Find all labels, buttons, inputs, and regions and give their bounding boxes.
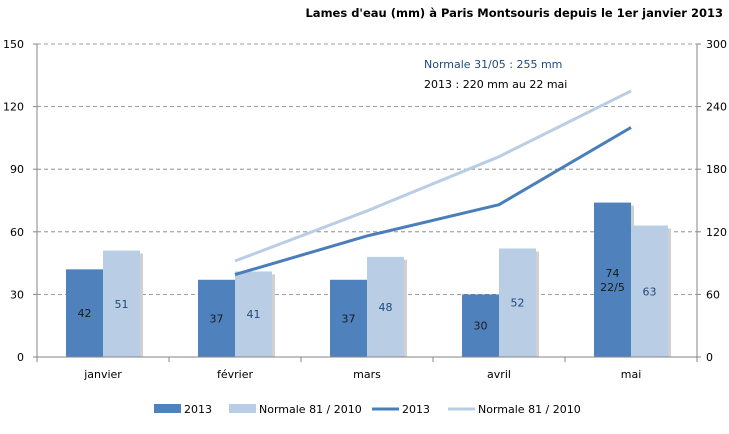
bar-data-label: 41: [247, 308, 261, 321]
bar-data-label-line: 22/5: [600, 281, 625, 294]
bar-data-label-line: 48: [379, 301, 393, 314]
bar-data-label-line: 74: [606, 267, 620, 280]
bar-data-label: 30: [474, 320, 488, 333]
bar-data-label: 51: [115, 298, 129, 311]
chart-title: Lames d'eau (mm) à Paris Montsouris depu…: [305, 6, 723, 20]
bar-data-label-line: 63: [643, 285, 657, 298]
bar-data-label-line: 37: [342, 312, 356, 325]
annotation-2013: 2013 : 220 mm au 22 mai: [424, 78, 567, 91]
bar-data-label-line: 42: [78, 307, 92, 320]
legend-label: 2013: [184, 403, 212, 416]
bar-data-label-line: 52: [511, 297, 525, 310]
series-line: [235, 127, 631, 274]
legend-label: Normale 81 / 2010: [259, 403, 362, 416]
bar-data-label: 48: [379, 301, 393, 314]
y-left-tick-label: 90: [10, 163, 24, 176]
legend-label: 2013: [402, 403, 430, 416]
bar-series: 42 37 37 30 74 22/5 51 41 48 52 63: [66, 203, 671, 357]
y-right-tick-label: 180: [706, 163, 727, 176]
annotation-normale: Normale 31/05 : 255 mm: [424, 58, 562, 71]
bar-data-label: 52: [511, 297, 525, 310]
series-line: [235, 91, 631, 261]
bar-data-label: 42: [78, 307, 92, 320]
legend: 2013 Normale 81 / 2010 2013 Normale 81 / 20…: [154, 403, 581, 416]
y-right-tick-label: 300: [706, 38, 727, 51]
y-left-tick-label: 0: [17, 351, 24, 364]
bar-data-label: 63: [643, 285, 657, 298]
x-tick-label: avril: [487, 368, 511, 381]
bar-data-label: 37: [210, 312, 224, 325]
y-left-tick-label: 30: [10, 288, 24, 301]
y-left-tick-label: 60: [10, 226, 24, 239]
y-right-tick-label: 60: [706, 288, 720, 301]
bar-data-label-line: 51: [115, 298, 129, 311]
bar-data-label: 37: [342, 312, 356, 325]
bar-data-label-line: 41: [247, 308, 261, 321]
y-left-tick-label: 150: [3, 38, 24, 51]
y-right-tick-label: 120: [706, 226, 727, 239]
x-tick-label: février: [217, 368, 253, 381]
bar-data-label-line: 30: [474, 320, 488, 333]
legend-swatch: [229, 404, 256, 413]
y-right-tick-label: 240: [706, 101, 727, 114]
y-left-tick-label: 120: [3, 101, 24, 114]
x-tick-label: mars: [353, 368, 381, 381]
x-tick-label: janvier: [83, 368, 122, 381]
line-series: [235, 91, 631, 275]
legend-swatch: [154, 404, 181, 413]
y-right-tick-label: 0: [706, 351, 713, 364]
x-tick-label: mai: [621, 368, 642, 381]
rainfall-chart: Lames d'eau (mm) à Paris Montsouris depu…: [0, 0, 729, 434]
bar-data-label-line: 37: [210, 312, 224, 325]
legend-label: Normale 81 / 2010: [478, 403, 581, 416]
annotations: Normale 31/05 : 255 mm 2013 : 220 mm au …: [424, 58, 567, 91]
